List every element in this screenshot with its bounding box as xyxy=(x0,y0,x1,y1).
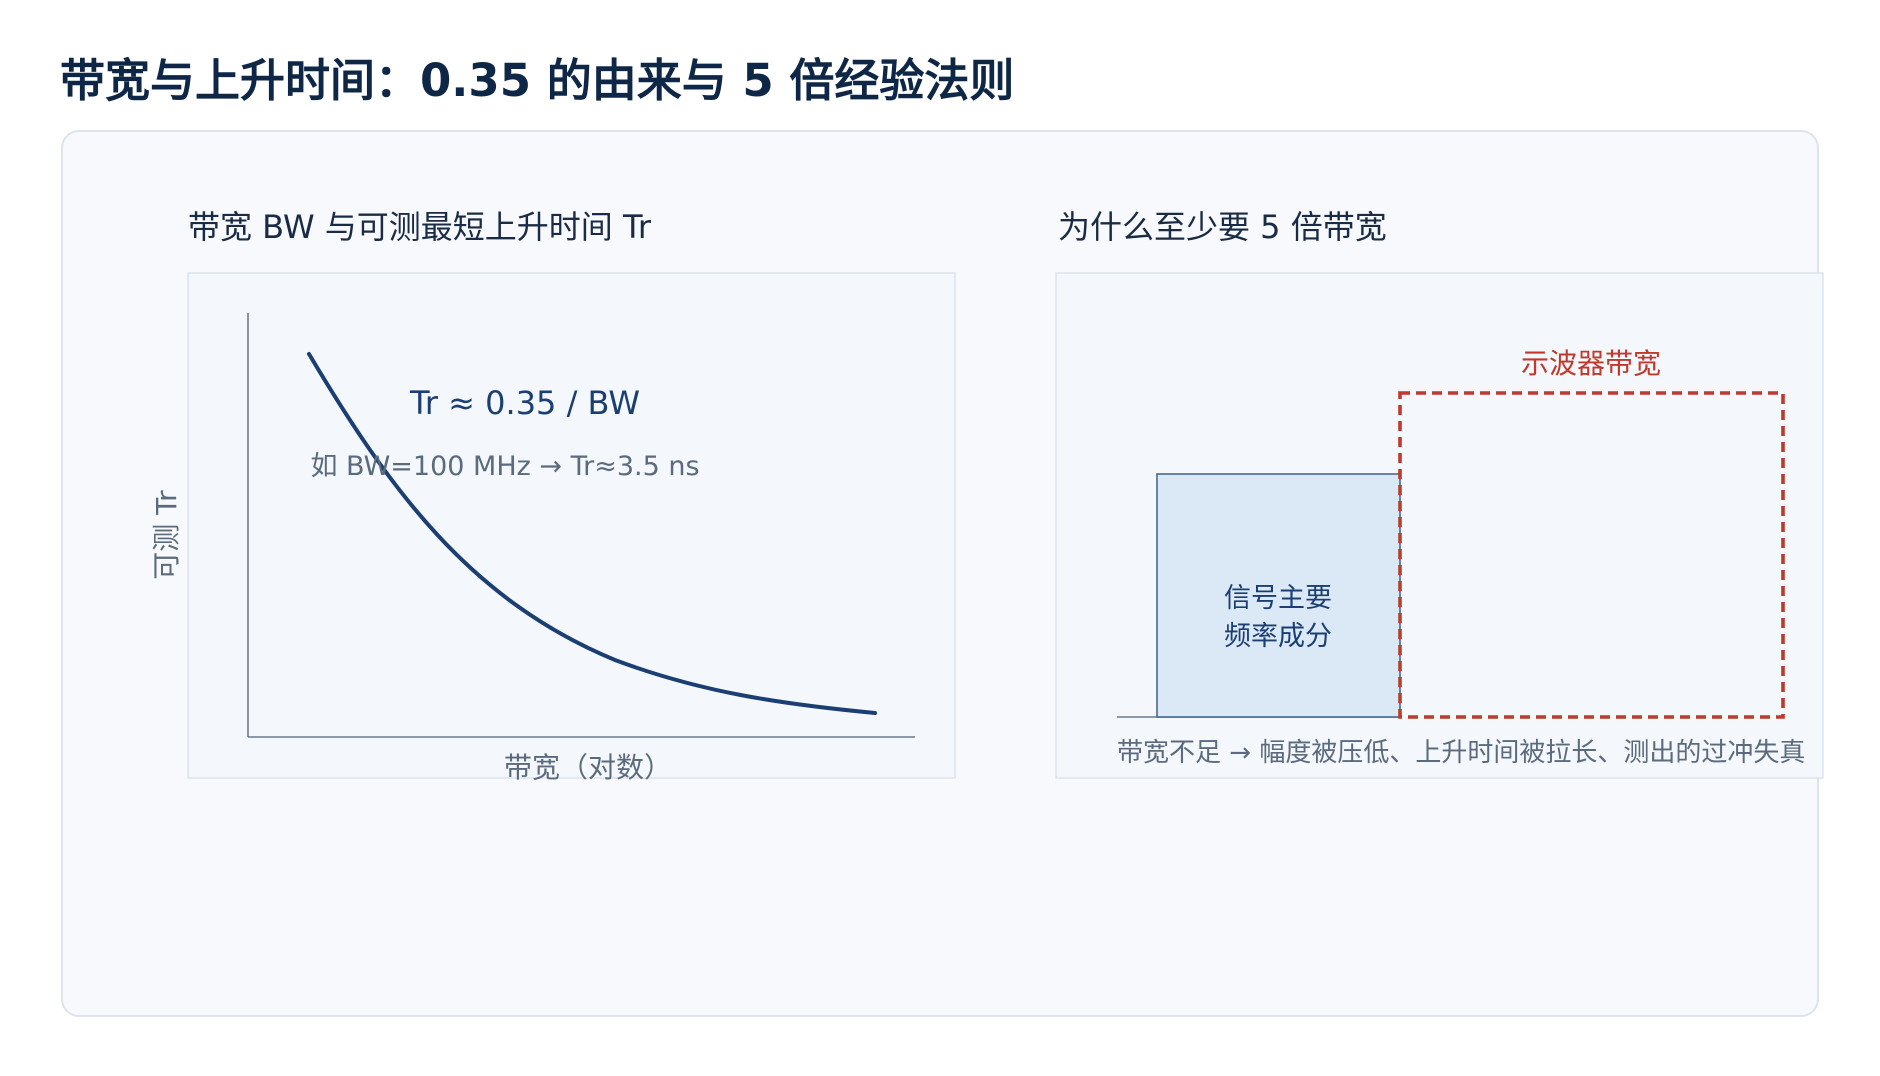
left-chart-title: 带宽 BW 与可测最短上升时间 Tr xyxy=(188,208,652,246)
signal-label-line1: 信号主要 xyxy=(1224,583,1332,614)
scope-bandwidth-box xyxy=(1398,391,1785,719)
tr-vs-bw-curve xyxy=(307,352,877,715)
scope-bandwidth-label: 示波器带宽 xyxy=(1521,347,1661,380)
signal-label-line2: 频率成分 xyxy=(1224,621,1332,652)
left-chart-plot-area xyxy=(187,272,956,779)
signal-frequency-box xyxy=(1156,473,1401,718)
right-chart-caption: 带宽不足 → 幅度被压低、上升时间被拉长、测出的过冲失真 xyxy=(1117,738,1805,768)
left-chart-y-axis-label: 可测 Tr xyxy=(150,490,183,580)
left-chart-x-axis-label: 带宽（对数） xyxy=(504,751,672,784)
formula-label: Tr ≈ 0.35 / BW xyxy=(409,384,640,422)
page-title: 带宽与上升时间：0.35 的由来与 5 倍经验法则 xyxy=(60,54,1015,107)
right-chart-title: 为什么至少要 5 倍带宽 xyxy=(1058,208,1387,246)
example-label: 如 BW=100 MHz → Tr≈3.5 ns xyxy=(310,451,699,482)
